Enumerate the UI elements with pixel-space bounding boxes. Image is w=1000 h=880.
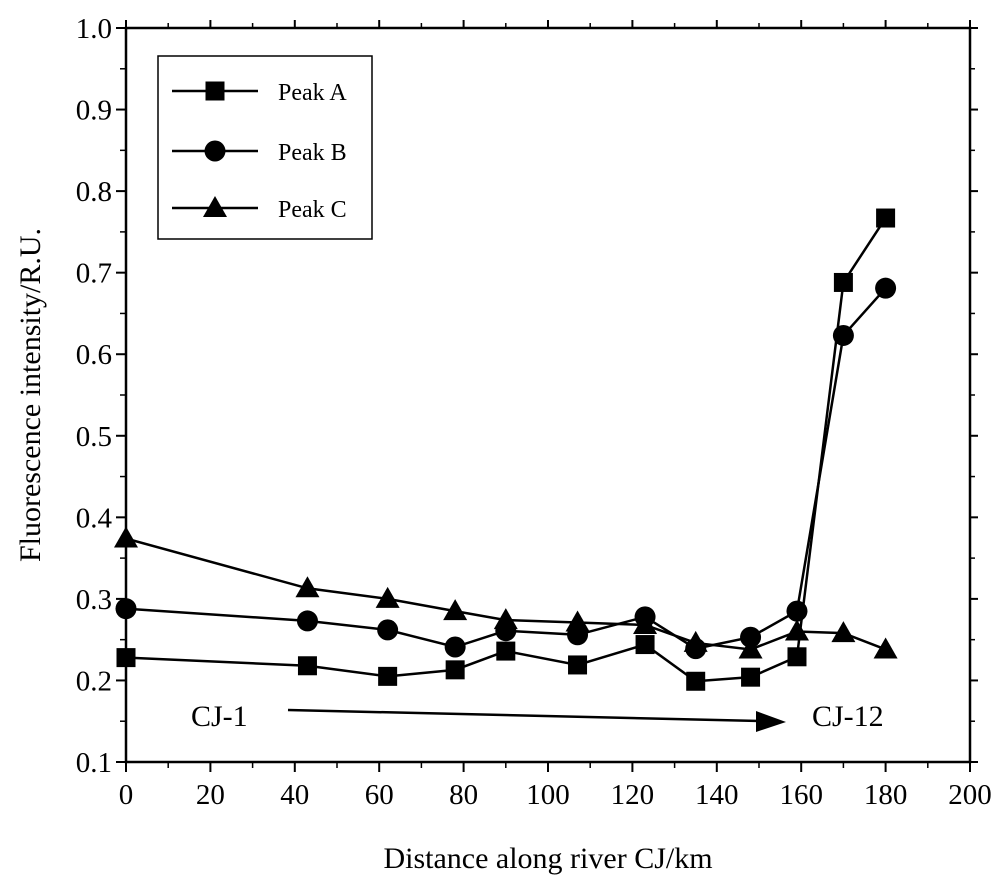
y-tick-label: 0.6 bbox=[76, 339, 112, 371]
data-point-series-2 bbox=[832, 324, 854, 346]
data-point-series-3 bbox=[784, 619, 809, 641]
data-point-series-3 bbox=[873, 637, 898, 659]
annotation-arrow-head bbox=[756, 711, 786, 732]
x-tick-label: 40 bbox=[280, 779, 309, 811]
river-annotation: CJ-1 CJ-12 bbox=[191, 700, 884, 733]
data-point-series-3 bbox=[493, 608, 518, 630]
data-point-series-3 bbox=[565, 610, 590, 632]
annotation-arrow-shaft bbox=[287, 708, 761, 723]
data-point-series-1 bbox=[116, 648, 136, 668]
y-tick-label: 1.0 bbox=[76, 13, 112, 45]
x-tick-label: 160 bbox=[779, 779, 823, 811]
data-point-series-3 bbox=[633, 612, 658, 634]
x-tick-label: 180 bbox=[864, 779, 908, 811]
data-point-series-3 bbox=[831, 621, 856, 643]
data-point-series-2 bbox=[740, 626, 762, 648]
data-point-series-1 bbox=[635, 635, 655, 655]
data-point-series-1 bbox=[876, 208, 896, 228]
y-axis-label: Fluorescence intensity/R.U. bbox=[14, 228, 47, 562]
data-point-series-3 bbox=[114, 526, 138, 548]
ticks-layer bbox=[116, 20, 978, 772]
data-point-series-3 bbox=[295, 576, 320, 598]
series-layer bbox=[114, 208, 898, 691]
x-tick-label: 80 bbox=[449, 779, 478, 811]
data-point-series-1 bbox=[568, 655, 588, 675]
data-point-series-3 bbox=[683, 630, 708, 652]
data-point-series-2 bbox=[444, 636, 466, 658]
series-line-1 bbox=[125, 217, 887, 683]
data-point-series-1 bbox=[833, 272, 853, 292]
y-tick-label: 0.7 bbox=[76, 258, 112, 290]
y-tick-label: 0.9 bbox=[76, 95, 112, 127]
data-point-series-2 bbox=[875, 277, 897, 299]
data-point-series-1 bbox=[297, 656, 317, 676]
series-line-3 bbox=[125, 537, 887, 651]
tick-labels-layer: 0 20 40 60 80 100 120 140 160 180 200 0.1 0.2 0.3 0.4 0… bbox=[76, 13, 992, 811]
x-tick-label: 100 bbox=[526, 779, 570, 811]
data-point-series-1 bbox=[378, 666, 398, 686]
data-point-series-1 bbox=[686, 671, 706, 691]
y-tick-label: 0.2 bbox=[76, 665, 112, 697]
legend: Peak A Peak B Peak C bbox=[157, 55, 373, 240]
data-point-series-3 bbox=[375, 586, 400, 608]
legend-items: Peak A Peak B Peak C bbox=[172, 80, 347, 223]
data-point-series-2 bbox=[786, 600, 808, 622]
x-tick-label: 20 bbox=[196, 779, 225, 811]
y-tick-label: 0.1 bbox=[76, 747, 112, 779]
series-line-2 bbox=[125, 287, 887, 650]
data-point-series-1 bbox=[787, 647, 807, 667]
x-tick-label: 60 bbox=[365, 779, 394, 811]
x-tick-label: 200 bbox=[948, 779, 992, 811]
legend-marker bbox=[203, 196, 227, 217]
data-point-series-1 bbox=[741, 667, 761, 687]
legend-label: Peak A bbox=[278, 80, 347, 106]
x-tick-label: 120 bbox=[611, 779, 655, 811]
legend-marker bbox=[205, 81, 225, 101]
legend-marker bbox=[204, 140, 226, 162]
data-point-series-3 bbox=[443, 599, 468, 621]
annotation-start-label: CJ-1 bbox=[191, 700, 248, 733]
legend-label: Peak B bbox=[278, 140, 347, 166]
data-point-series-3 bbox=[738, 637, 763, 659]
x-axis-label: Distance along river CJ/km bbox=[383, 842, 712, 875]
y-tick-label: 0.5 bbox=[76, 421, 112, 453]
y-tick-label: 0.3 bbox=[76, 584, 112, 616]
x-tick-label: 0 bbox=[119, 779, 134, 811]
annotation-end-label: CJ-12 bbox=[812, 700, 884, 733]
y-tick-label: 0.8 bbox=[76, 176, 112, 208]
data-point-series-2 bbox=[296, 610, 318, 632]
legend-label: Peak C bbox=[278, 197, 347, 223]
data-point-series-1 bbox=[496, 641, 516, 661]
data-point-series-2 bbox=[377, 619, 399, 641]
data-point-series-1 bbox=[445, 660, 465, 680]
x-tick-label: 140 bbox=[695, 779, 739, 811]
data-point-series-2 bbox=[115, 598, 137, 620]
y-tick-label: 0.4 bbox=[76, 502, 113, 534]
